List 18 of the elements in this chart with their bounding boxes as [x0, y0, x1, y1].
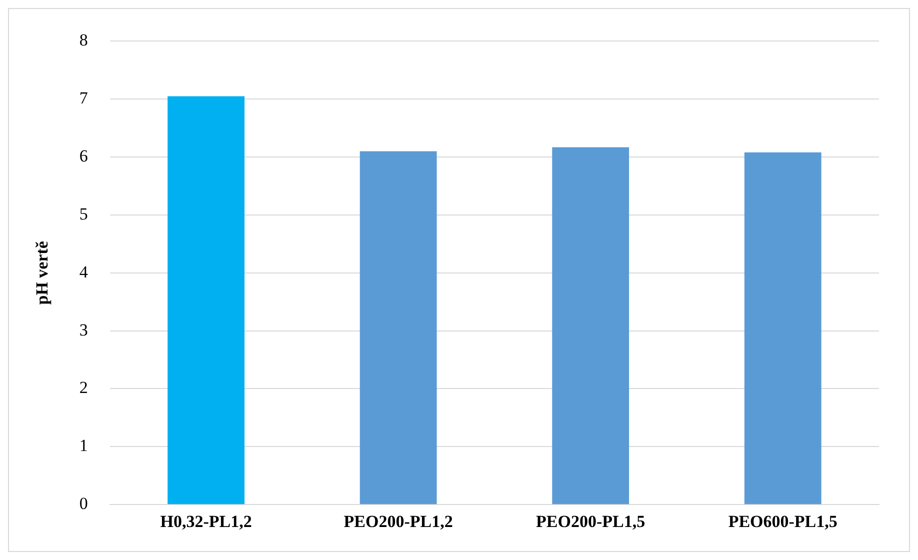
y-tick-label: 1 — [79, 436, 88, 456]
y-tick-label: 8 — [79, 30, 88, 50]
x-tick-label: PEO200-PL1,5 — [536, 512, 646, 532]
y-tick-label: 7 — [79, 88, 88, 108]
x-tick-label: PEO600-PL1,5 — [728, 512, 838, 532]
bar — [360, 151, 437, 504]
y-tick-label: 4 — [79, 262, 88, 282]
x-tick-label: H0,32-PL1,2 — [160, 512, 252, 532]
y-tick-label: 5 — [79, 204, 88, 224]
y-tick-label: 6 — [79, 146, 88, 166]
bar — [552, 147, 630, 504]
y-tick-label: 2 — [79, 378, 88, 398]
bar — [168, 96, 244, 504]
y-axis-title: pH vertě — [32, 240, 52, 305]
y-tick-label: 3 — [79, 320, 88, 340]
bar — [744, 152, 822, 504]
y-tick-label: 0 — [79, 494, 88, 514]
x-tick-label: PEO200-PL1,2 — [344, 512, 453, 532]
